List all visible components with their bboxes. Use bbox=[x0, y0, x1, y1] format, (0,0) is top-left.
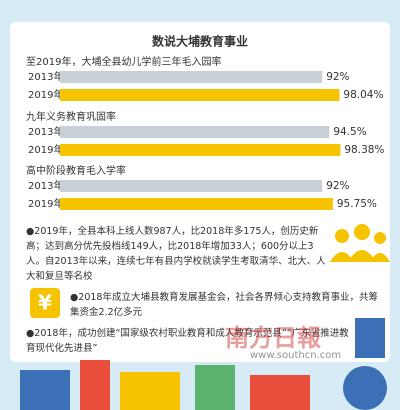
note: ●2019年，全县本科上线人数987人，比2018年多175人，创历史新高；达到… bbox=[26, 226, 326, 282]
svg-text:¥: ¥ bbox=[38, 291, 52, 315]
decoration bbox=[20, 318, 387, 410]
category-label: 2013年 bbox=[28, 179, 63, 192]
yen-icon: ¥ bbox=[30, 288, 60, 318]
bar bbox=[60, 126, 330, 138]
watermark-url: www.southcn.com bbox=[250, 350, 342, 361]
chart-subtitle: 至2019年，大埔全县幼儿学前三年毛入园率 bbox=[26, 55, 221, 68]
bar bbox=[60, 71, 323, 83]
chart-title: 数说大埔教育事业 bbox=[152, 34, 248, 49]
category-label: 2013年 bbox=[28, 70, 63, 83]
value-label: 95.75% bbox=[337, 198, 377, 210]
note: ●2018年，成功创建“国家级农村职业教育和成人教育示范县”“广东省推进教育现代… bbox=[26, 328, 349, 354]
bar bbox=[60, 144, 341, 156]
bar bbox=[60, 180, 323, 192]
category-label: 2019年 bbox=[28, 143, 63, 156]
category-label: 2019年 bbox=[28, 197, 63, 210]
watermark-logo: 南方日報 bbox=[225, 324, 321, 352]
value-label: 92% bbox=[326, 180, 349, 192]
value-label: 98.38% bbox=[344, 144, 384, 156]
people-icon bbox=[330, 224, 390, 262]
category-label: 2019年 bbox=[28, 88, 63, 101]
bar bbox=[60, 198, 333, 210]
bar bbox=[60, 89, 340, 101]
category-label: 2013年 bbox=[28, 125, 63, 138]
value-label: 94.5% bbox=[333, 126, 366, 138]
value-label: 98.04% bbox=[343, 89, 383, 101]
value-label: 92% bbox=[326, 71, 349, 83]
note: ●2018年成立大埔县教育发展基金会，社会各界倾心支持教育事业，共筹集资金2.2… bbox=[70, 292, 378, 318]
chart-subtitle: 九年义务教育巩固率 bbox=[26, 110, 116, 123]
chart-subtitle: 高中阶段教育毛入学率 bbox=[26, 164, 126, 177]
